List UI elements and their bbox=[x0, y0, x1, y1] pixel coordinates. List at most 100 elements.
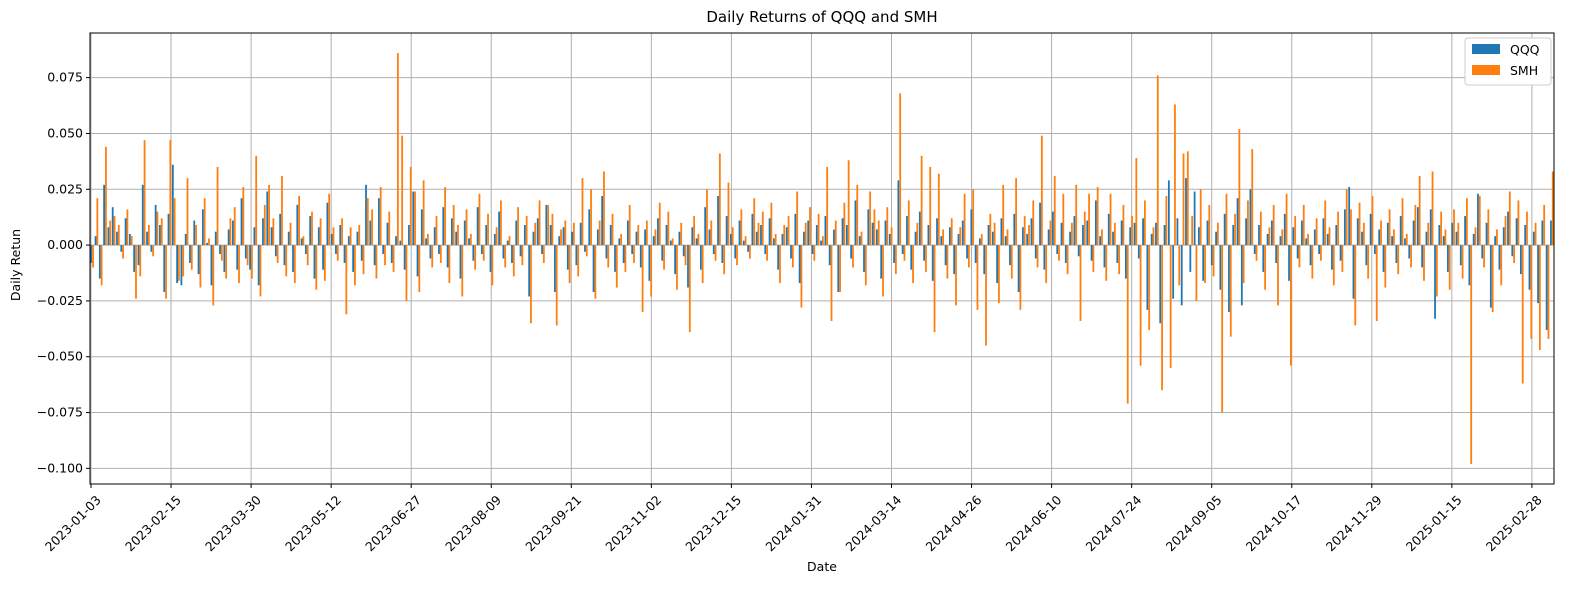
bar-smh bbox=[1131, 216, 1133, 246]
legend-swatch-smh bbox=[1472, 65, 1500, 75]
bar-smh bbox=[487, 213, 489, 246]
bar-qqq bbox=[1116, 245, 1119, 263]
bar-qqq bbox=[184, 233, 187, 246]
bar-qqq bbox=[747, 245, 750, 252]
bar-qqq bbox=[820, 240, 822, 246]
bar-smh bbox=[856, 184, 859, 246]
x-axis-label: Date bbox=[807, 559, 837, 574]
bar-smh bbox=[1225, 193, 1228, 246]
bar-smh bbox=[242, 187, 245, 246]
bar-smh bbox=[1212, 245, 1215, 277]
bar-smh bbox=[1513, 245, 1516, 263]
bar-smh bbox=[753, 198, 756, 246]
bar-qqq bbox=[1464, 216, 1466, 246]
bar-smh bbox=[637, 225, 640, 246]
bar-qqq bbox=[420, 209, 423, 246]
bar-qqq bbox=[141, 184, 144, 246]
bar-qqq bbox=[1459, 245, 1462, 266]
bar-smh bbox=[882, 245, 884, 297]
y-tick-label: 0.050 bbox=[47, 125, 83, 140]
bar-smh bbox=[718, 153, 721, 246]
bar-smh bbox=[1272, 204, 1275, 246]
bar-smh bbox=[375, 245, 378, 279]
bar-qqq bbox=[1073, 216, 1076, 246]
bar-smh bbox=[697, 233, 700, 246]
bar-smh bbox=[787, 216, 790, 246]
bar-qqq bbox=[777, 245, 780, 270]
bar-qqq bbox=[811, 245, 814, 255]
bar-qqq bbox=[1120, 220, 1123, 246]
bar-smh bbox=[1427, 222, 1430, 246]
bar-smh bbox=[1229, 245, 1232, 337]
bar-qqq bbox=[957, 233, 960, 246]
bar-qqq bbox=[171, 164, 174, 246]
bar-qqq bbox=[665, 225, 668, 246]
bar-qqq bbox=[1365, 245, 1368, 266]
bar-qqq bbox=[1064, 245, 1067, 263]
bar-smh bbox=[263, 204, 266, 246]
bar-smh bbox=[259, 245, 262, 297]
bar-qqq bbox=[1270, 220, 1273, 246]
bar-smh bbox=[319, 218, 322, 246]
bar-smh bbox=[1354, 245, 1357, 326]
bar-smh bbox=[251, 245, 253, 279]
bar-qqq bbox=[914, 231, 917, 246]
bar-qqq bbox=[845, 225, 848, 246]
bar-smh bbox=[1294, 216, 1297, 246]
bar-smh bbox=[1234, 213, 1236, 246]
y-tick-label: 0.075 bbox=[47, 70, 83, 85]
bar-qqq bbox=[1537, 245, 1539, 304]
bar-qqq bbox=[966, 245, 968, 259]
bar-qqq bbox=[1013, 213, 1016, 246]
bar-qqq bbox=[579, 222, 582, 246]
bar-qqq bbox=[571, 231, 573, 246]
bar-smh bbox=[684, 245, 687, 266]
bar-qqq bbox=[214, 231, 217, 246]
bar-qqq bbox=[313, 245, 316, 279]
bar-qqq bbox=[399, 240, 402, 246]
bar-smh bbox=[461, 245, 464, 297]
bar-qqq bbox=[948, 227, 951, 246]
bar-qqq bbox=[712, 245, 715, 255]
bar-qqq bbox=[545, 204, 548, 246]
bar-qqq bbox=[1030, 218, 1033, 246]
bar-qqq bbox=[901, 245, 904, 255]
bar-qqq bbox=[1077, 245, 1080, 257]
bar-qqq bbox=[755, 231, 758, 246]
bar-qqq bbox=[687, 245, 689, 288]
bar-smh bbox=[744, 236, 747, 246]
bar-qqq bbox=[1425, 231, 1428, 246]
bar-qqq bbox=[317, 227, 320, 246]
bar-smh bbox=[667, 211, 670, 246]
bar-smh bbox=[834, 220, 837, 246]
bar-qqq bbox=[493, 233, 496, 246]
bar-smh bbox=[1174, 104, 1176, 246]
bar-qqq bbox=[528, 245, 531, 297]
bar-smh bbox=[633, 245, 635, 263]
bar-smh bbox=[1062, 193, 1065, 246]
bar-smh bbox=[1247, 200, 1249, 246]
bar-smh bbox=[1191, 216, 1194, 246]
bar-qqq bbox=[704, 207, 707, 246]
bar-qqq bbox=[1305, 238, 1308, 246]
bar-qqq bbox=[1313, 229, 1316, 246]
bar-smh bbox=[1083, 211, 1086, 246]
bar-smh bbox=[547, 204, 550, 246]
bar-smh bbox=[912, 245, 914, 284]
bar-qqq bbox=[146, 231, 148, 246]
y-tick-label: −0.075 bbox=[37, 405, 83, 420]
bar-qqq bbox=[657, 218, 659, 246]
y-tick-label: 0.025 bbox=[47, 181, 83, 196]
bar-smh bbox=[405, 245, 408, 301]
bar-smh bbox=[1092, 245, 1095, 272]
bar-qqq bbox=[523, 225, 526, 246]
bar-smh bbox=[173, 198, 176, 246]
bar-qqq bbox=[463, 220, 466, 246]
bar-qqq bbox=[1004, 236, 1007, 246]
bar-qqq bbox=[1502, 227, 1505, 246]
bar-qqq bbox=[669, 240, 672, 246]
bar-qqq bbox=[1060, 222, 1063, 246]
bar-smh bbox=[809, 207, 811, 246]
legend-label-smh: SMH bbox=[1510, 63, 1538, 78]
bar-smh bbox=[603, 171, 605, 246]
